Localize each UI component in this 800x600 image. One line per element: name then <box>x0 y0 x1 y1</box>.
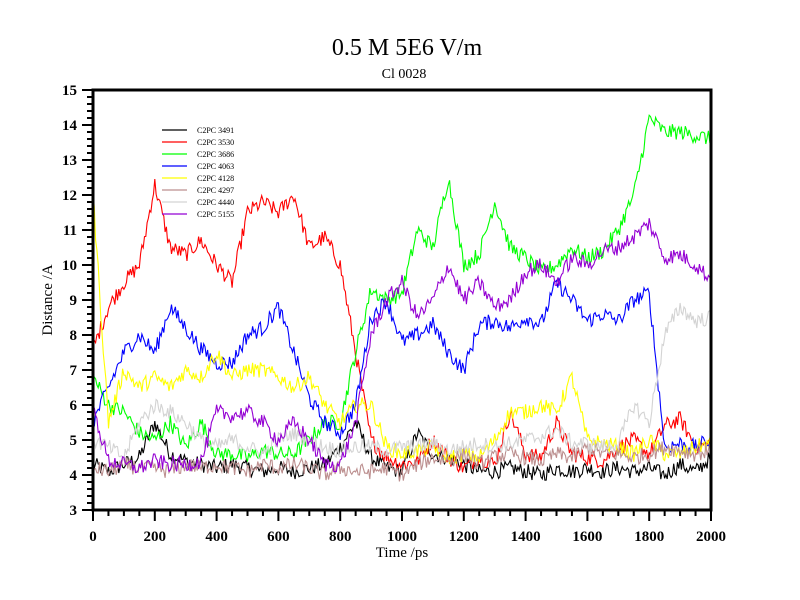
y-tick-label: 4 <box>70 468 78 484</box>
x-axis-label: Time /ps <box>376 545 429 561</box>
legend-label: C2PC 3530 <box>197 138 234 147</box>
x-tick-label: 1000 <box>387 529 417 545</box>
chart-subtitle: Cl 0028 <box>382 67 427 82</box>
legend-label: C2PC 3686 <box>197 150 234 159</box>
series-line-c2pc-3686 <box>92 114 712 463</box>
legend: C2PC 3491 C2PC 3530 C2PC 3686 C2PC 4063 C2PC… <box>162 126 234 219</box>
series-line-c2pc-4440 <box>92 302 712 461</box>
series-line-c2pc-4063 <box>92 277 712 453</box>
y-tick-label: 10 <box>62 258 77 274</box>
x-tick-label: 400 <box>205 529 228 545</box>
x-tick-label: 1400 <box>511 529 541 545</box>
x-tick-label: 800 <box>329 529 352 545</box>
x-tick-label: 0 <box>89 529 97 545</box>
chart-title: 0.5 M 5E6 V/m <box>332 35 483 61</box>
y-tick-label: 7 <box>70 363 78 379</box>
y-tick-label: 5 <box>70 433 78 449</box>
x-tick-label: 1800 <box>634 529 664 545</box>
x-tick-label: 2000 <box>696 529 726 545</box>
y-axis-label: Distance /A <box>40 264 56 335</box>
x-tick-label: 600 <box>267 529 290 545</box>
x-tick-label: 1200 <box>449 529 479 545</box>
y-tick-label: 15 <box>62 83 77 99</box>
y-tick-label: 11 <box>63 223 77 239</box>
series-line-c2pc-3530 <box>92 178 712 473</box>
y-tick-label: 14 <box>62 118 78 134</box>
legend-label: C2PC 5155 <box>197 210 234 219</box>
series-line-c2pc-5155 <box>92 218 712 474</box>
legend-label: C2PC 4440 <box>197 198 234 207</box>
axes: 0 200 400 600 800 1000 1200 1400 1600 1800 2000 3 4 5… <box>62 83 726 545</box>
y-tick-label: 9 <box>70 293 78 309</box>
x-tick-label: 200 <box>144 529 167 545</box>
y-tick-label: 13 <box>62 153 77 169</box>
legend-label: C2PC 4128 <box>197 174 234 183</box>
legend-label: C2PC 4063 <box>197 162 234 171</box>
legend-label: C2PC 3491 <box>197 126 234 135</box>
legend-label: C2PC 4297 <box>197 186 234 195</box>
series-layer <box>92 114 712 482</box>
y-tick-label: 8 <box>70 328 78 344</box>
y-tick-label: 12 <box>62 188 77 204</box>
y-tick-label: 3 <box>70 503 78 519</box>
y-tick-label: 6 <box>70 398 78 414</box>
x-tick-label: 1600 <box>572 529 602 545</box>
